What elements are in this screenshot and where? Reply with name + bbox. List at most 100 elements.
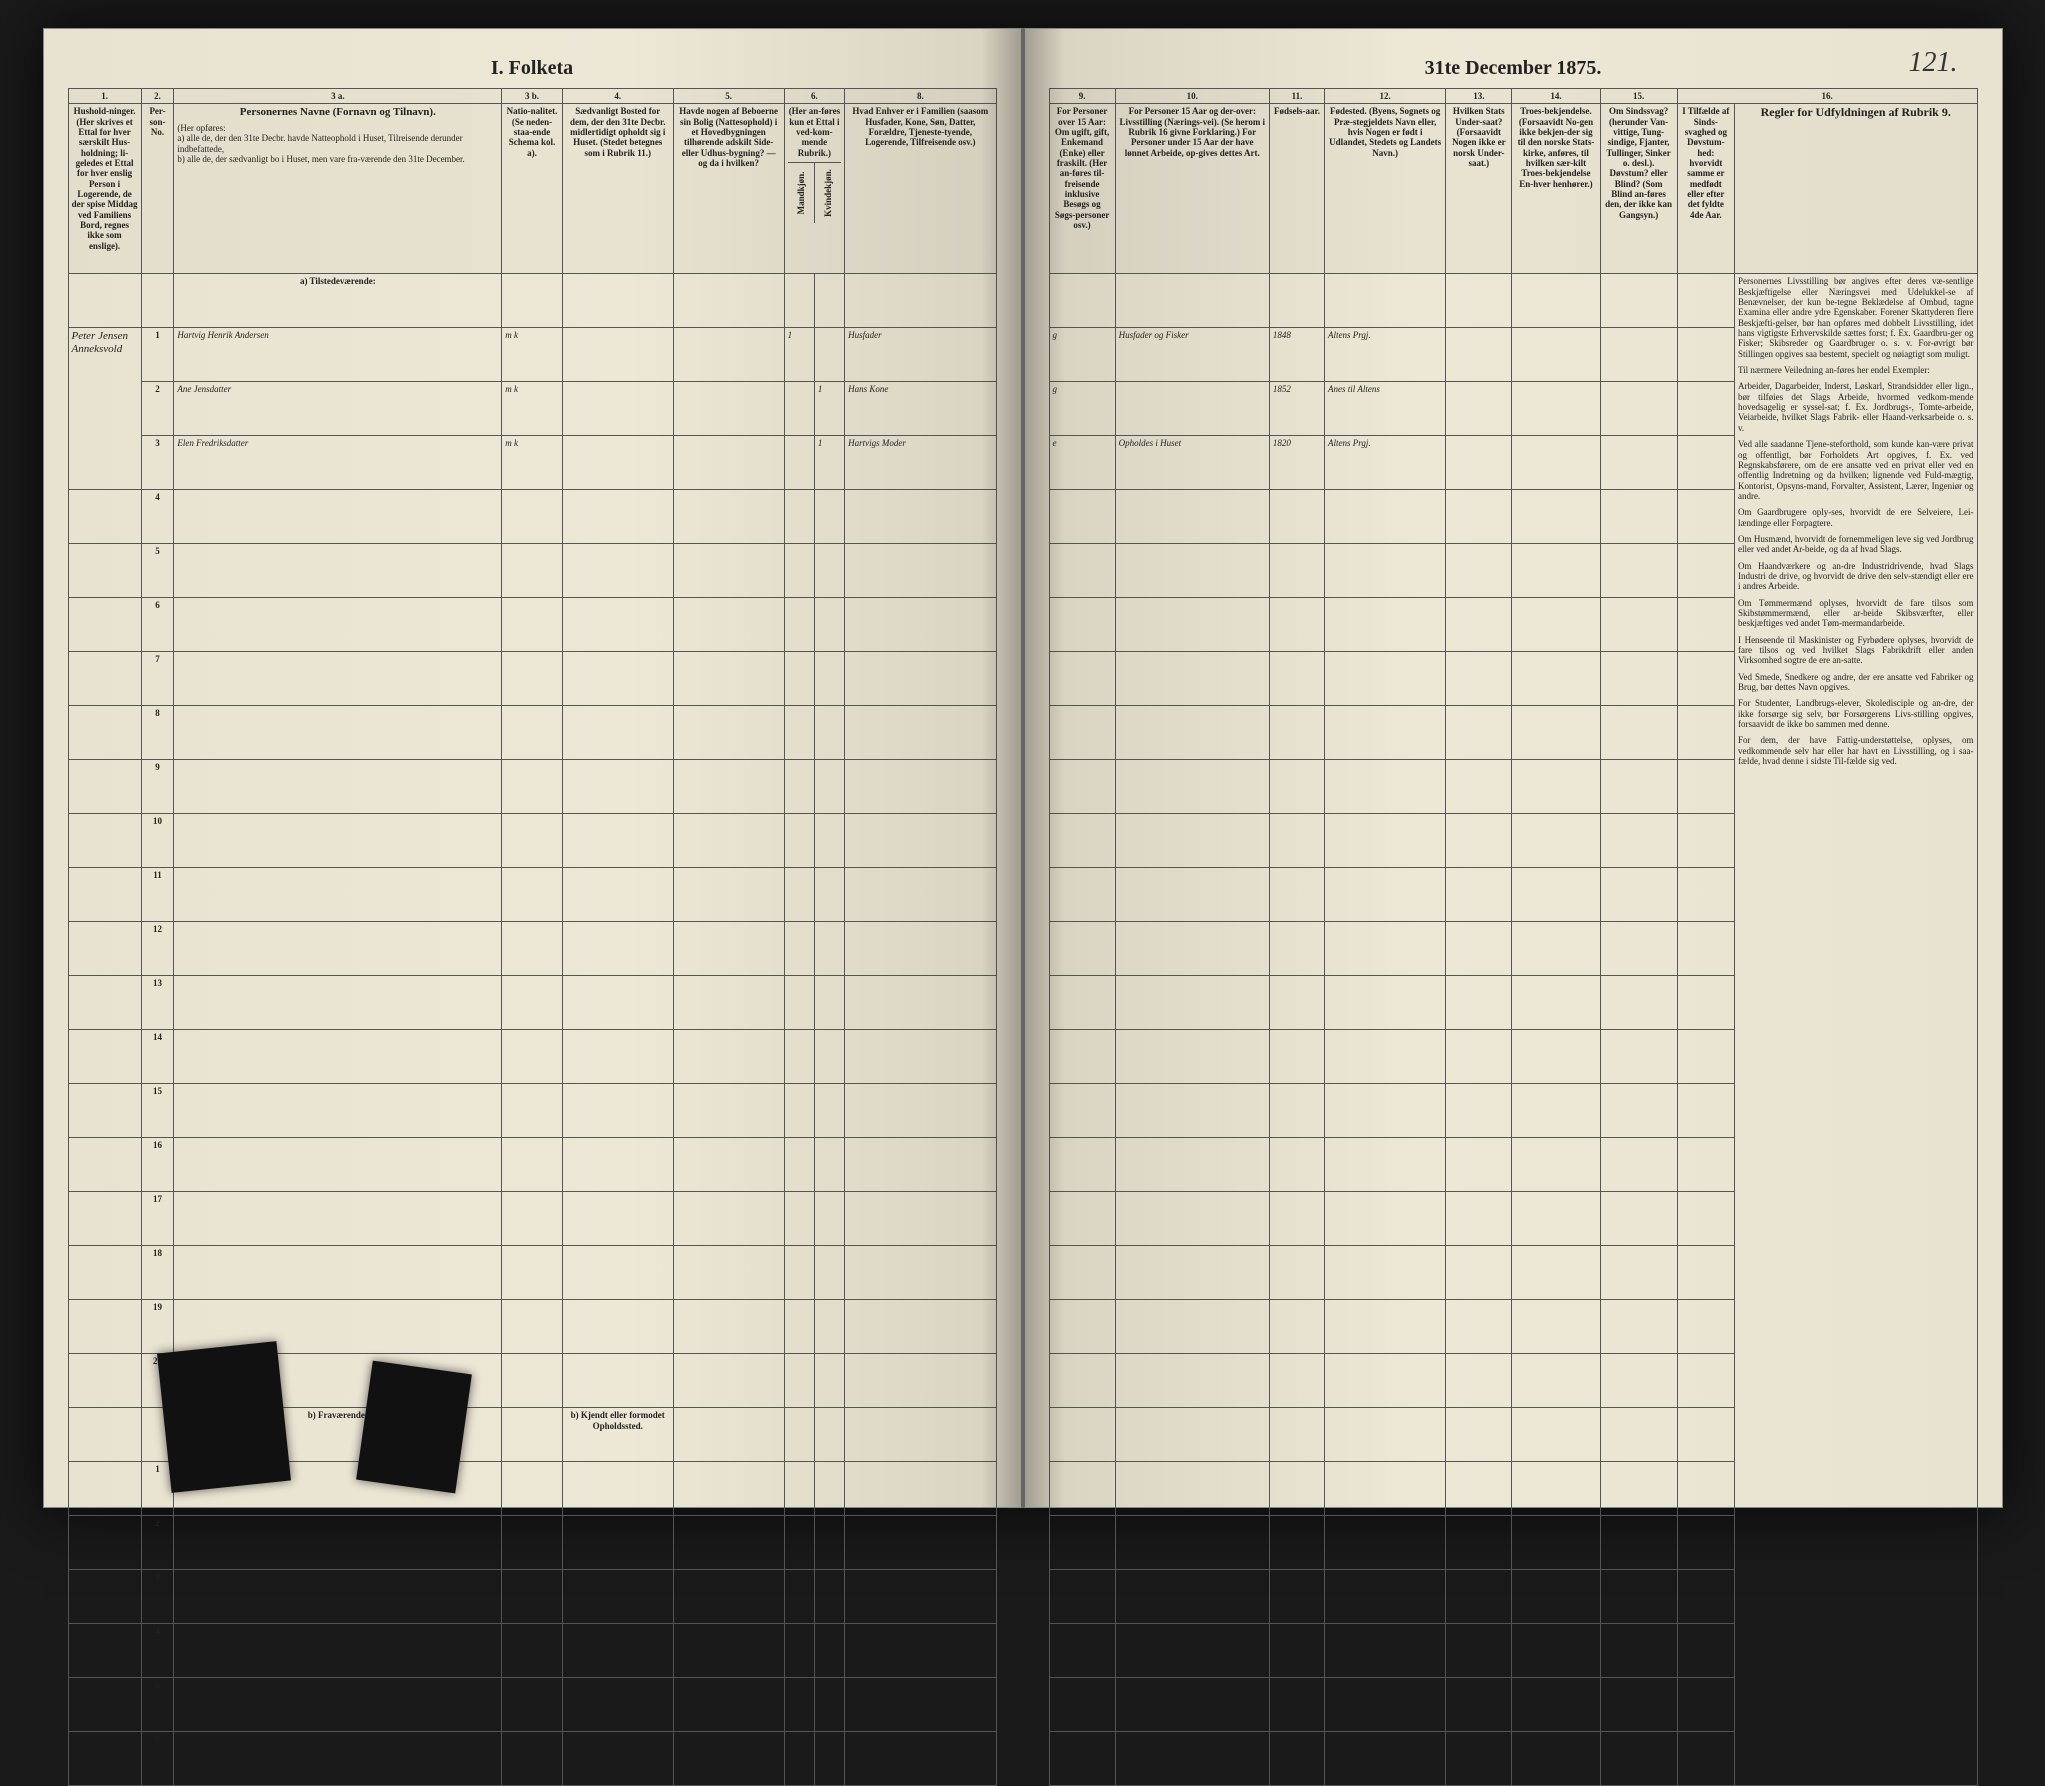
colnum-9: 9. xyxy=(1049,89,1115,104)
header-marital: For Personer over 15 Aar: Om ugift, gift… xyxy=(1049,104,1115,274)
page-number: 121. xyxy=(1909,47,1958,79)
colnum-12: 12. xyxy=(1325,89,1446,104)
empty-row: 17 xyxy=(68,1192,996,1246)
birth-place: Altens Prgj. xyxy=(1325,328,1446,382)
empty-row: 5 xyxy=(68,544,996,598)
section-a-spacer: Personernes Livsstilling bør angives eft… xyxy=(1049,274,1977,328)
birth-year: 1852 xyxy=(1269,382,1324,436)
empty-row: 19 xyxy=(68,1300,996,1354)
family-role: Hartvigs Moder xyxy=(845,436,996,490)
empty-row: 13 xyxy=(68,976,996,1030)
occupation: Opholdes i Huset xyxy=(1115,436,1269,490)
birth-place: Altens Prgj. xyxy=(1325,436,1446,490)
data-row-1: Peter Jensen Anneksvold 1 Hartvig Henrik… xyxy=(68,328,996,382)
header-outbuilding: Havde nogen af Beboerne sin Bolig (Natte… xyxy=(673,104,784,274)
page-title-left: I. Folketa xyxy=(68,57,997,80)
column-number-row: 1. 2. 3 a. 3 b. 4. 5. 6. 8. xyxy=(68,89,996,104)
marital: g xyxy=(1049,328,1115,382)
header-names-title: Personernes Navne (Fornavn og Tilnavn). xyxy=(177,106,498,119)
colnum-6: 6. xyxy=(784,89,845,104)
page-tab xyxy=(356,1361,472,1494)
header-person-no: Per-son-No. xyxy=(141,104,174,274)
person-name: Hartvig Henrik Andersen xyxy=(174,328,502,382)
colnum-8: 8. xyxy=(845,89,996,104)
header-disability: Om Sindssvag? (herunder Van-vittige, Tun… xyxy=(1600,104,1677,274)
empty-row: 16 xyxy=(68,1138,996,1192)
nationality: m k xyxy=(502,382,563,436)
empty-row: 10 xyxy=(68,814,996,868)
colnum-10: 10. xyxy=(1115,89,1269,104)
empty-row-b: 5 xyxy=(68,1678,996,1732)
empty-row: 7 xyxy=(68,652,996,706)
page-title-right: 31te December 1875. xyxy=(1049,57,1978,80)
family-role: Husfader xyxy=(845,328,996,382)
header-disability-onset: I Tilfælde af Sinds-svaghed og Døvstum-h… xyxy=(1677,104,1734,274)
column-number-row: 9. 10. 11. 12. 13. 14. 15. 16. xyxy=(1049,89,1977,104)
occupation xyxy=(1115,382,1269,436)
left-page: I. Folketa 1. 2. 3 a. 3 b. 4. 5. 6. 8. H… xyxy=(43,28,1023,1508)
header-households: Hushold-ninger. (Her skrives et Ettal fo… xyxy=(68,104,141,274)
header-row-right: For Personer over 15 Aar: Om ugift, gift… xyxy=(1049,104,1977,274)
header-female: Kvindekjøn. xyxy=(823,169,833,217)
person-name: Elen Fredriksdatter xyxy=(174,436,502,490)
empty-row: 4 xyxy=(68,490,996,544)
instructions-column: Personernes Livsstilling bør angives eft… xyxy=(1734,274,1977,1786)
header-rules: Regler for Udfyldningen af Rubrik 9. xyxy=(1734,104,1977,274)
empty-row: 18 xyxy=(68,1246,996,1300)
empty-row: 6 xyxy=(68,598,996,652)
family-role: Hans Kone xyxy=(845,382,996,436)
header-family-role: Hvad Enhver er i Familien (saasom Husfad… xyxy=(845,104,996,274)
header-sex: (Her an-føres kun et Ettal i ved-kom-men… xyxy=(784,104,845,274)
occupation: Husfader og Fisker xyxy=(1115,328,1269,382)
row-num: 2 xyxy=(141,382,174,436)
empty-row-b: 4 xyxy=(68,1624,996,1678)
nationality: m k xyxy=(502,436,563,490)
colnum-13: 13. xyxy=(1446,89,1512,104)
empty-row: 15 xyxy=(68,1084,996,1138)
header-names-sub: (Her opføres: a) alle de, der den 31te D… xyxy=(177,123,498,164)
census-table-right: 9. 10. 11. 12. 13. 14. 15. 16. For Perso… xyxy=(1049,88,1978,1786)
margin-note: Peter Jensen Anneksvold xyxy=(68,328,141,490)
header-names: Personernes Navne (Fornavn og Tilnavn). … xyxy=(174,104,502,274)
section-b-note: b) Kjendt eller formodet Opholdssted. xyxy=(562,1408,673,1462)
section-a-label: a) Tilstedeværende: xyxy=(174,274,502,328)
header-birthyear: Fødsels-aar. xyxy=(1269,104,1324,274)
colnum-2: 2. xyxy=(141,89,174,104)
section-a-row: a) Tilstedeværende: xyxy=(68,274,996,328)
birth-year: 1820 xyxy=(1269,436,1324,490)
row-num: 3 xyxy=(141,436,174,490)
header-row-left: Hushold-ninger. (Her skrives et Ettal fo… xyxy=(68,104,996,274)
empty-row: 14 xyxy=(68,1030,996,1084)
birth-year: 1848 xyxy=(1269,328,1324,382)
empty-row-b: 6 xyxy=(68,1732,996,1786)
empty-row: 11 xyxy=(68,868,996,922)
empty-row: 8 xyxy=(68,706,996,760)
marital: e xyxy=(1049,436,1115,490)
header-citizenship: Hvilken Stats Under-saat? (Forsaavidt No… xyxy=(1446,104,1512,274)
colnum-1: 1. xyxy=(68,89,141,104)
page-tab xyxy=(157,1341,291,1493)
census-ledger-book: I. Folketa 1. 2. 3 a. 3 b. 4. 5. 6. 8. H… xyxy=(43,28,2003,1508)
header-nationality: Natio-nalitet. (Se neden-staa-ende Schem… xyxy=(502,104,563,274)
colnum-3b: 3 b. xyxy=(502,89,563,104)
colnum-4: 4. xyxy=(562,89,673,104)
colnum-16: 16. xyxy=(1677,89,1977,104)
empty-row-b: 2 xyxy=(68,1516,996,1570)
colnum-14: 14. xyxy=(1512,89,1600,104)
sex-mark: 1 xyxy=(814,382,844,436)
colnum-3a: 3 a. xyxy=(174,89,502,104)
birth-place: Anes til Altens xyxy=(1325,382,1446,436)
empty-row: 9 xyxy=(68,760,996,814)
person-name: Ane Jensdatter xyxy=(174,382,502,436)
right-page: 121. 31te December 1875. 9. 10. 11. 12. … xyxy=(1023,28,2003,1508)
header-occupation: For Personer 15 Aar og der-over: Livssti… xyxy=(1115,104,1269,274)
colnum-11: 11. xyxy=(1269,89,1324,104)
data-row-2: 2 Ane Jensdatter m k 1 Hans Kone xyxy=(68,382,996,436)
empty-row-b: 3 xyxy=(68,1570,996,1624)
header-birthplace: Fødested. (Byens, Sognets og Præ-stegjel… xyxy=(1325,104,1446,274)
header-residence: Sædvanligt Bosted for dem, der den 31te … xyxy=(562,104,673,274)
header-sex-note: (Her an-føres kun et Ettal i ved-kom-men… xyxy=(788,106,842,158)
empty-row: 12 xyxy=(68,922,996,976)
census-table-left: 1. 2. 3 a. 3 b. 4. 5. 6. 8. Hushold-ning… xyxy=(68,88,997,1786)
header-religion: Troes-bekjendelse. (Forsaavidt No-gen ik… xyxy=(1512,104,1600,274)
